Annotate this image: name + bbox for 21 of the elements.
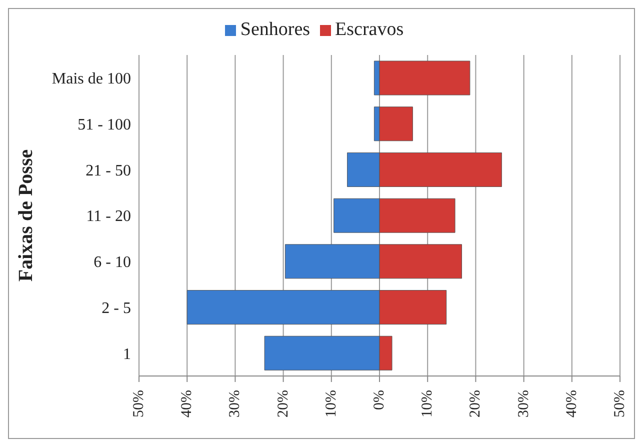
- legend-label: Escravos: [335, 19, 404, 40]
- y-tick-label: 21 - 50: [86, 162, 131, 180]
- x-tick-label: 30%: [516, 390, 532, 418]
- y-tick-label: 6 - 10: [94, 254, 131, 272]
- x-tick-label: 40%: [564, 390, 580, 418]
- x-tick-label: 50%: [131, 390, 147, 418]
- y-tick-label: 11 - 20: [86, 208, 131, 226]
- x-tick-label: 10%: [323, 390, 340, 418]
- x-tick-label: 30%: [227, 390, 244, 418]
- x-tick-label: 0%: [372, 390, 388, 410]
- x-tick-label: 50%: [612, 390, 628, 418]
- y-tick-label: Mais de 100: [52, 70, 131, 88]
- y-axis-title: Faixas de Posse: [15, 149, 38, 282]
- x-tick-label: 20%: [468, 390, 484, 418]
- y-tick-label: 2 - 5: [102, 300, 131, 317]
- x-tick-label: 10%: [420, 390, 436, 418]
- x-tick-label: 20%: [275, 390, 292, 418]
- legend-label: Senhores: [240, 19, 310, 40]
- x-tick-label: 40%: [179, 390, 196, 418]
- y-tick-label: 51 - 100: [78, 116, 131, 134]
- y-tick-label: 1: [123, 346, 131, 363]
